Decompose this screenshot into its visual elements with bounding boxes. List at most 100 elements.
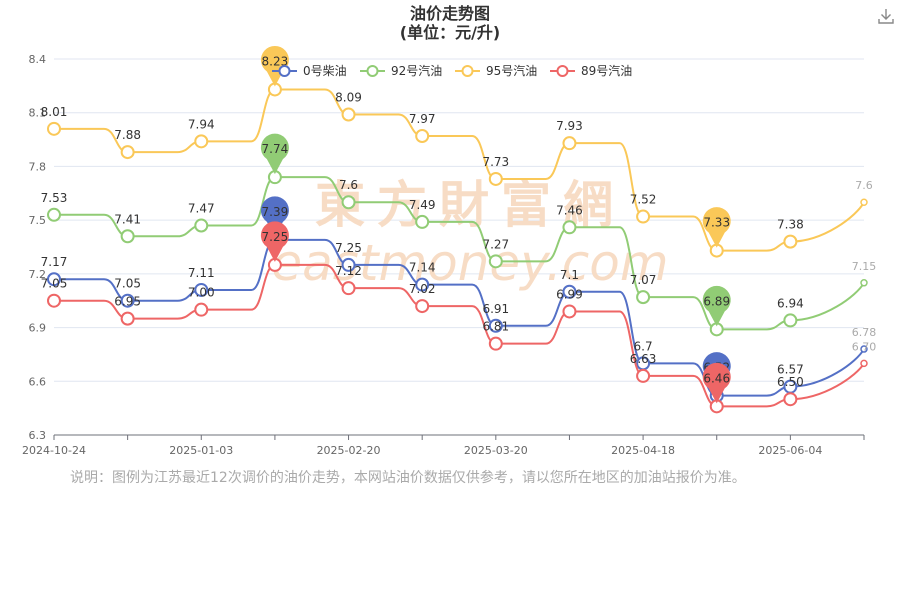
pin-marker: 8.23 — [260, 45, 289, 87]
data-point[interactable] — [488, 254, 503, 269]
data-point[interactable] — [860, 198, 868, 206]
data-point[interactable] — [860, 279, 868, 287]
watermark-en: eastmoney.com — [271, 234, 668, 292]
data-point[interactable] — [415, 214, 430, 229]
data-label: 6.94 — [777, 296, 804, 310]
data-point[interactable] — [636, 209, 651, 224]
data-point[interactable] — [47, 121, 61, 136]
data-label: 7.12 — [335, 264, 362, 278]
pin-markers: 7.397.748.237.256.526.897.336.46 — [260, 45, 731, 404]
data-label: 6.7 — [634, 339, 653, 353]
legend-item[interactable]: 89号汽油 — [550, 63, 632, 78]
data-point[interactable] — [488, 336, 503, 351]
data-label: 7.93 — [556, 119, 583, 133]
data-point[interactable] — [47, 207, 61, 222]
data-point[interactable] — [488, 318, 503, 333]
data-point[interactable] — [562, 304, 577, 319]
pin-marker: 6.46 — [702, 362, 731, 404]
watermark: 東方財富網 eastmoney.com — [271, 176, 668, 292]
data-point[interactable] — [194, 302, 209, 317]
data-point[interactable] — [636, 368, 651, 383]
legend-item[interactable]: 0号柴油 — [272, 64, 347, 78]
data-label: 7.97 — [409, 112, 436, 126]
data-point[interactable] — [860, 359, 868, 368]
pin-label: 7.39 — [262, 205, 289, 219]
chart-subtitle: (单位：元/升) — [400, 23, 500, 42]
pin-marker: 7.74 — [260, 133, 289, 175]
data-point[interactable] — [341, 195, 356, 210]
data-point[interactable] — [783, 313, 798, 328]
data-point[interactable] — [562, 220, 577, 235]
x-tick-label: 2025-02-20 — [317, 444, 381, 457]
y-tick-label: 8.1 — [29, 107, 47, 120]
data-label: 8.01 — [41, 105, 68, 119]
data-point[interactable] — [341, 281, 356, 296]
data-label: 7.73 — [482, 155, 509, 169]
data-label: 7.41 — [114, 212, 141, 226]
data-label: 7.14 — [409, 261, 436, 275]
data-label: 7.53 — [41, 191, 68, 205]
data-point[interactable] — [783, 234, 798, 249]
x-tick-label: 2025-06-04 — [758, 444, 822, 457]
data-point[interactable] — [562, 136, 577, 151]
legend-item[interactable]: 95号汽油 — [455, 63, 537, 78]
pin-shape — [702, 362, 731, 404]
data-label: 7.07 — [630, 273, 657, 287]
data-label: 7.38 — [777, 218, 804, 232]
data-point[interactable] — [341, 107, 356, 122]
data-point[interactable] — [415, 277, 430, 292]
pin-label: 7.25 — [262, 230, 289, 244]
data-point[interactable] — [860, 345, 868, 353]
data-point[interactable] — [488, 171, 503, 186]
data-label: 6.95 — [114, 295, 141, 309]
chart-title: 油价走势图 — [410, 4, 490, 23]
y-tick-label: 6.6 — [29, 375, 47, 388]
legend-item[interactable]: 92号汽油 — [360, 63, 442, 78]
data-label: 7.11 — [188, 266, 215, 280]
pin-marker: 7.25 — [260, 221, 289, 262]
data-label: 7.17 — [41, 255, 68, 269]
data-point[interactable] — [194, 218, 209, 233]
pin-label: 6.46 — [703, 371, 730, 385]
data-label: 6.81 — [482, 320, 509, 334]
data-point[interactable] — [636, 290, 651, 305]
data-label: 6.78 — [852, 326, 877, 339]
download-icon[interactable] — [876, 6, 896, 26]
x-tick-label: 2025-04-18 — [611, 444, 675, 457]
data-point[interactable] — [783, 392, 798, 407]
series-lines — [47, 82, 868, 414]
data-label: 7.47 — [188, 202, 215, 216]
data-label: 7.46 — [556, 203, 583, 217]
data-point[interactable] — [47, 272, 61, 287]
y-tick-label: 8.4 — [29, 53, 47, 66]
data-label: 7.15 — [852, 260, 877, 273]
data-label: 7.88 — [114, 128, 141, 142]
data-point[interactable] — [120, 293, 135, 308]
legend-label: 0号柴油 — [303, 64, 347, 78]
data-label: 6.50 — [777, 375, 804, 389]
data-label: 7.05 — [41, 277, 68, 291]
pin-marker: 7.33 — [702, 207, 731, 248]
data-label: 7.1 — [560, 268, 579, 282]
data-label: 7.00 — [188, 286, 215, 300]
data-point[interactable] — [194, 282, 209, 297]
y-tick-label: 6.3 — [29, 429, 47, 442]
download-glyph — [878, 9, 894, 24]
data-label: 8.09 — [335, 91, 362, 105]
data-label: 6.57 — [777, 363, 804, 377]
legend[interactable]: 0号柴油 92号汽油 95号汽油 89号汽油 — [272, 63, 632, 78]
data-point[interactable] — [120, 145, 135, 160]
data-label: 7.6 — [339, 178, 358, 192]
data-point[interactable] — [415, 299, 430, 314]
data-point[interactable] — [120, 229, 135, 244]
data-label: 6.91 — [482, 302, 509, 316]
legend-swatch-dot — [278, 65, 291, 77]
pin-shape — [260, 221, 289, 262]
data-point[interactable] — [194, 134, 209, 149]
data-point[interactable] — [47, 293, 61, 308]
data-point[interactable] — [341, 257, 356, 272]
data-label: 7.6 — [855, 179, 873, 192]
data-point[interactable] — [120, 311, 135, 326]
data-point[interactable] — [562, 284, 577, 299]
data-point[interactable] — [415, 128, 430, 143]
